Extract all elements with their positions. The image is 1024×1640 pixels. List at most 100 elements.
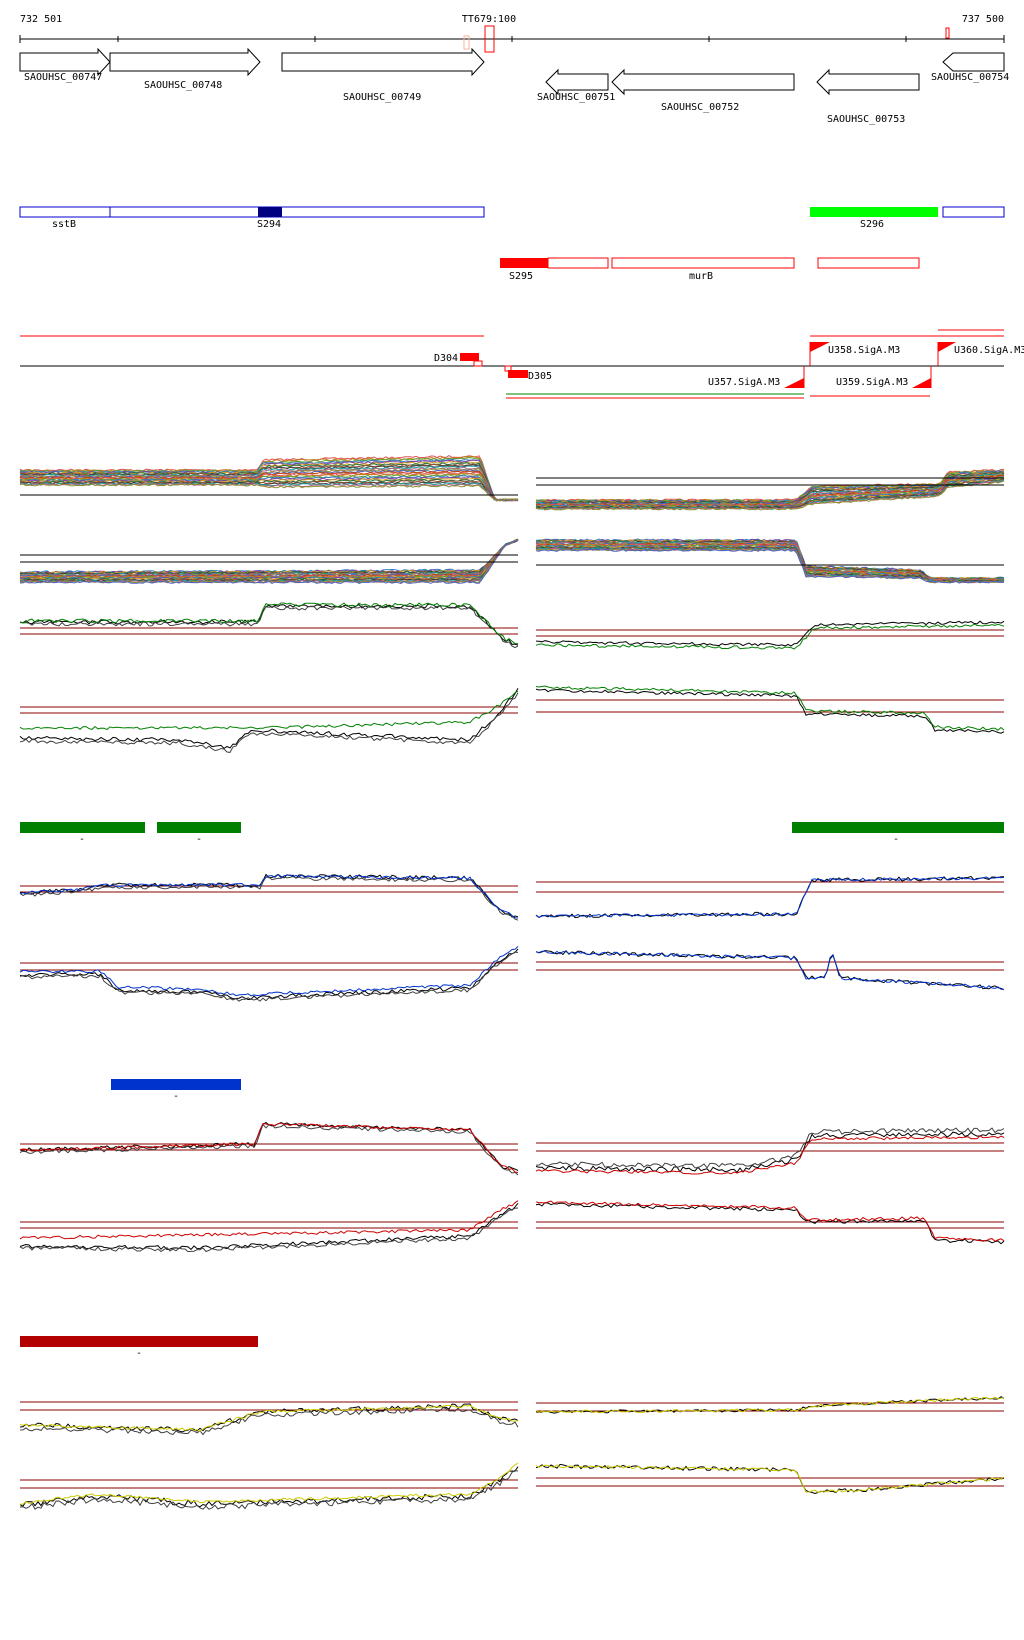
condition-group-red: - (20, 1336, 258, 1359)
expression-trace (19, 692, 519, 753)
expression-trace (535, 1464, 1005, 1493)
gene-track: SAOUHSC_00747 SAOUHSC_00748 SAOUHSC_0074… (19, 47, 1009, 125)
segment-blue-filled[interactable] (258, 207, 282, 217)
condition-bar[interactable] (20, 822, 145, 833)
expression-trace (19, 538, 519, 575)
expression-trace (535, 1200, 1005, 1242)
expression-trace (19, 1407, 519, 1436)
gene-label: SAOUHSC_00753 (827, 114, 905, 125)
segment-blue[interactable] (942, 206, 1005, 218)
expression-trace (19, 540, 519, 576)
segment-label: sstB (52, 219, 76, 230)
expression-trace (535, 1131, 1005, 1174)
d-feature[interactable] (508, 370, 528, 378)
expression-trace (19, 539, 519, 574)
condition-bar[interactable] (20, 1336, 258, 1347)
promoter-u357[interactable]: U357.SigA.M3 (708, 366, 805, 388)
segment-blue[interactable] (109, 206, 485, 218)
expression-trace (19, 690, 519, 731)
segment-green[interactable] (810, 207, 938, 217)
expression-trace (19, 540, 519, 575)
segment-red-filled[interactable] (500, 258, 548, 268)
promoter-label: U360.SigA.M3 (954, 345, 1024, 356)
expression-trace (19, 1200, 519, 1240)
gene-label: SAOUHSC_00754 (931, 72, 1009, 83)
gene-label: SAOUHSC_00752 (661, 102, 739, 113)
segment-blue[interactable] (19, 206, 111, 218)
coordinate-end: 737 500 (962, 14, 1004, 25)
expression-trace (19, 458, 519, 502)
expression-trace (19, 873, 519, 919)
terminator-marker-right (945, 27, 950, 39)
coordinate-ruler: 732 501 737 500 TT679:100 (19, 14, 1005, 53)
gene-arrow-00748[interactable]: SAOUHSC_00748 (109, 47, 261, 91)
d-feature-label: D304 (434, 353, 458, 364)
gene-arrow-00751[interactable]: SAOUHSC_00751 (537, 68, 615, 103)
expression-trace (19, 1122, 519, 1174)
promoter-label: U357.SigA.M3 (708, 377, 780, 388)
condition-bar[interactable] (792, 822, 1004, 833)
terminator-label: TT679:100 (462, 14, 516, 25)
condition-bar[interactable] (157, 822, 241, 833)
expression-trace (535, 875, 1005, 919)
expression-trace (535, 688, 1005, 734)
expression-trace (535, 1396, 1005, 1414)
expression-trace (535, 545, 1005, 583)
expression-trace (535, 623, 1005, 650)
expression-trace (535, 548, 1004, 584)
coordinate-start: 732 501 (20, 14, 62, 25)
condition-group-green: - - - (20, 822, 1004, 845)
gene-label: SAOUHSC_00751 (537, 92, 615, 103)
gene-arrow-00747[interactable]: SAOUHSC_00747 (19, 47, 111, 83)
expression-trace (19, 602, 519, 645)
expression-trace (535, 545, 1005, 583)
segment-label: S294 (257, 219, 281, 230)
expression-profiles (19, 455, 1005, 1510)
condition-bar[interactable] (111, 1079, 241, 1090)
expression-trace (535, 620, 1005, 647)
expression-trace (535, 480, 1005, 511)
promoter-u358[interactable]: U358.SigA.M3 (809, 342, 900, 366)
gene-arrow-00749[interactable]: SAOUHSC_00749 (281, 47, 485, 103)
promoter-u359[interactable]: U359.SigA.M3 (836, 366, 932, 388)
gene-arrow-00752[interactable]: SAOUHSC_00752 (611, 68, 795, 113)
expression-trace (19, 538, 519, 576)
segment-red[interactable] (547, 257, 609, 269)
promoter-label: U359.SigA.M3 (836, 377, 908, 388)
expression-trace (19, 1404, 519, 1432)
condition-marker: - (196, 834, 202, 845)
terminator-marker-faint (463, 35, 470, 50)
feature-track: D304 D305 U357.SigA.M3 U358.SigA.M3 U359… (20, 329, 1024, 399)
gene-arrow-00753[interactable]: SAOUHSC_00753 (816, 68, 920, 125)
expression-trace (19, 605, 519, 649)
expression-trace (535, 950, 1005, 990)
expression-trace (19, 1462, 519, 1505)
condition-marker: - (893, 834, 899, 845)
gene-arrow-00754[interactable]: SAOUHSC_00754 (931, 52, 1009, 83)
expression-trace (535, 1463, 1005, 1495)
segment-track-minus: S295 murB (500, 257, 920, 282)
expression-trace (19, 603, 519, 646)
segment-red[interactable] (611, 257, 795, 269)
expression-trace (19, 539, 519, 578)
expression-trace (535, 1135, 1005, 1175)
expression-trace (535, 949, 1005, 991)
expression-trace (19, 946, 519, 997)
expression-trace (19, 483, 519, 502)
d-feature[interactable] (460, 353, 479, 361)
gene-label: SAOUHSC_00747 (24, 72, 102, 83)
expression-trace (535, 685, 1005, 731)
expression-trace (535, 546, 1005, 583)
segment-label: S296 (860, 219, 884, 230)
expression-trace (19, 948, 519, 1001)
expression-trace (19, 540, 519, 584)
promoter-u360[interactable]: U360.SigA.M3 (937, 342, 1024, 366)
condition-marker: - (136, 1348, 142, 1359)
segment-red[interactable] (817, 257, 920, 269)
promoter-label: U358.SigA.M3 (828, 345, 900, 356)
expression-trace (19, 951, 519, 1002)
expression-trace (19, 873, 519, 918)
expression-trace (535, 1127, 1005, 1169)
condition-marker: - (173, 1091, 179, 1102)
